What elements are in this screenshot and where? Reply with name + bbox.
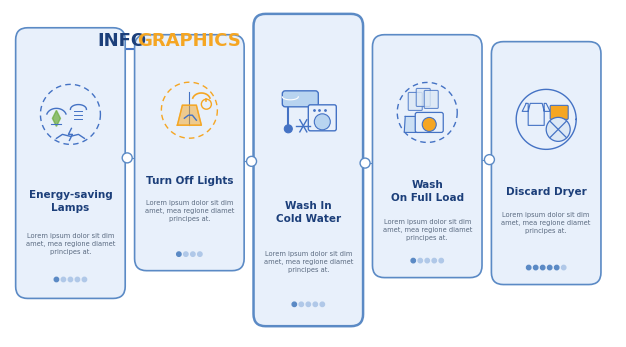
Text: Discard Dryer: Discard Dryer bbox=[506, 187, 587, 197]
FancyBboxPatch shape bbox=[408, 92, 423, 110]
Circle shape bbox=[423, 117, 436, 132]
Circle shape bbox=[292, 302, 297, 306]
Circle shape bbox=[75, 277, 80, 282]
Text: Lorem ipsum dolor sit dim
amet, mea regione diamet
principes at.: Lorem ipsum dolor sit dim amet, mea regi… bbox=[145, 200, 234, 222]
Circle shape bbox=[526, 265, 531, 270]
Polygon shape bbox=[177, 105, 202, 125]
Circle shape bbox=[485, 155, 495, 164]
Circle shape bbox=[314, 114, 331, 130]
Polygon shape bbox=[53, 110, 61, 126]
Circle shape bbox=[439, 259, 443, 263]
FancyBboxPatch shape bbox=[308, 105, 336, 131]
Circle shape bbox=[432, 259, 436, 263]
Circle shape bbox=[418, 259, 423, 263]
Polygon shape bbox=[404, 117, 418, 133]
Circle shape bbox=[533, 265, 538, 270]
FancyBboxPatch shape bbox=[254, 14, 363, 326]
Circle shape bbox=[548, 265, 552, 270]
Circle shape bbox=[313, 302, 317, 306]
Text: Turn Off Lights: Turn Off Lights bbox=[146, 176, 233, 186]
Circle shape bbox=[540, 265, 545, 270]
FancyBboxPatch shape bbox=[282, 91, 318, 107]
FancyBboxPatch shape bbox=[424, 91, 438, 108]
Circle shape bbox=[562, 265, 566, 270]
Circle shape bbox=[425, 259, 429, 263]
Circle shape bbox=[82, 277, 86, 282]
Text: Lorem ipsum dolor sit dim
amet, mea regione diamet
principes at.: Lorem ipsum dolor sit dim amet, mea regi… bbox=[382, 219, 472, 241]
Circle shape bbox=[555, 265, 559, 270]
Circle shape bbox=[299, 302, 304, 306]
Circle shape bbox=[54, 277, 59, 282]
Circle shape bbox=[306, 302, 310, 306]
FancyBboxPatch shape bbox=[550, 105, 568, 119]
Circle shape bbox=[411, 259, 416, 263]
Circle shape bbox=[247, 156, 257, 166]
Text: INFO: INFO bbox=[97, 32, 146, 50]
Text: Energy-saving
Lamps: Energy-saving Lamps bbox=[29, 190, 112, 213]
Text: Lorem ipsum dolor sit dim
amet, mea regione diamet
principes at.: Lorem ipsum dolor sit dim amet, mea regi… bbox=[26, 234, 115, 255]
FancyBboxPatch shape bbox=[415, 112, 443, 133]
Circle shape bbox=[183, 252, 188, 256]
Polygon shape bbox=[522, 103, 550, 125]
Circle shape bbox=[546, 117, 570, 141]
Text: Wash
On Full Load: Wash On Full Load bbox=[391, 180, 464, 203]
Circle shape bbox=[68, 277, 73, 282]
Circle shape bbox=[191, 252, 195, 256]
Circle shape bbox=[198, 252, 202, 256]
Text: Wash In
Cold Water: Wash In Cold Water bbox=[275, 201, 341, 224]
FancyBboxPatch shape bbox=[416, 88, 430, 107]
Circle shape bbox=[360, 158, 370, 168]
Text: Lorem ipsum dolor sit dim
amet, mea regione diamet
principes at.: Lorem ipsum dolor sit dim amet, mea regi… bbox=[264, 251, 353, 273]
Text: Lorem ipsum dolor sit dim
amet, mea regione diamet
principes at.: Lorem ipsum dolor sit dim amet, mea regi… bbox=[501, 212, 591, 234]
Circle shape bbox=[61, 277, 66, 282]
Text: GRAPHICS: GRAPHICS bbox=[137, 32, 241, 50]
FancyBboxPatch shape bbox=[491, 42, 601, 285]
FancyBboxPatch shape bbox=[372, 35, 482, 278]
FancyBboxPatch shape bbox=[16, 28, 125, 298]
Circle shape bbox=[122, 153, 132, 163]
Circle shape bbox=[284, 125, 292, 133]
Circle shape bbox=[320, 302, 324, 306]
Circle shape bbox=[177, 252, 181, 256]
FancyBboxPatch shape bbox=[135, 35, 244, 271]
